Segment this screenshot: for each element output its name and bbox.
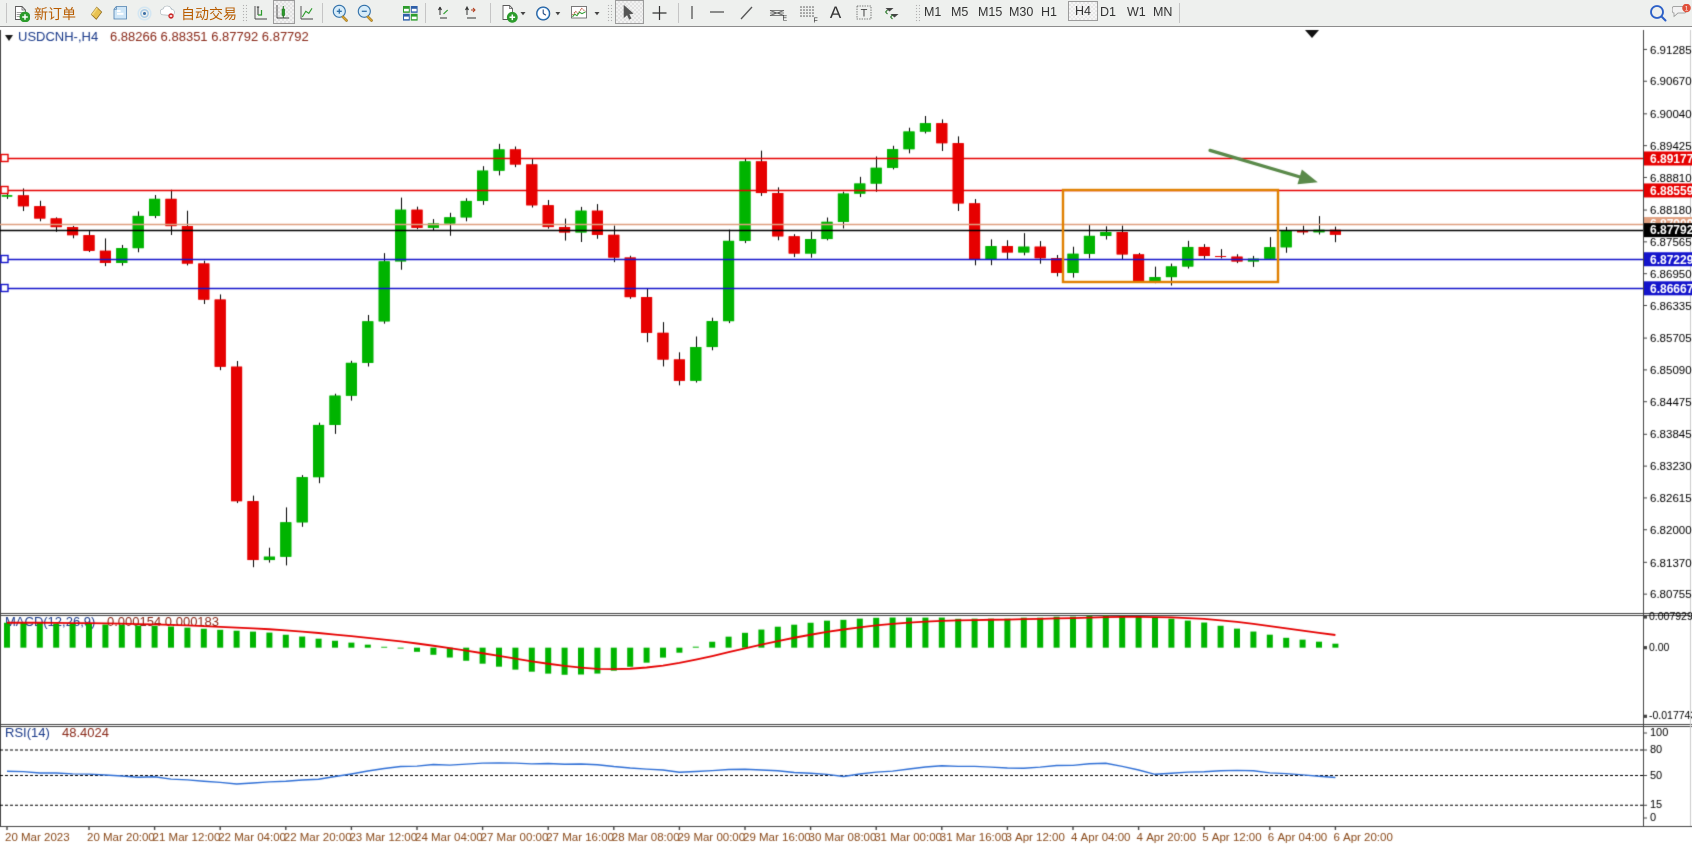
svg-text:E: E (783, 15, 788, 22)
svg-text:F: F (813, 17, 817, 23)
svg-text:T: T (860, 7, 867, 19)
svg-text:1: 1 (1685, 5, 1689, 12)
